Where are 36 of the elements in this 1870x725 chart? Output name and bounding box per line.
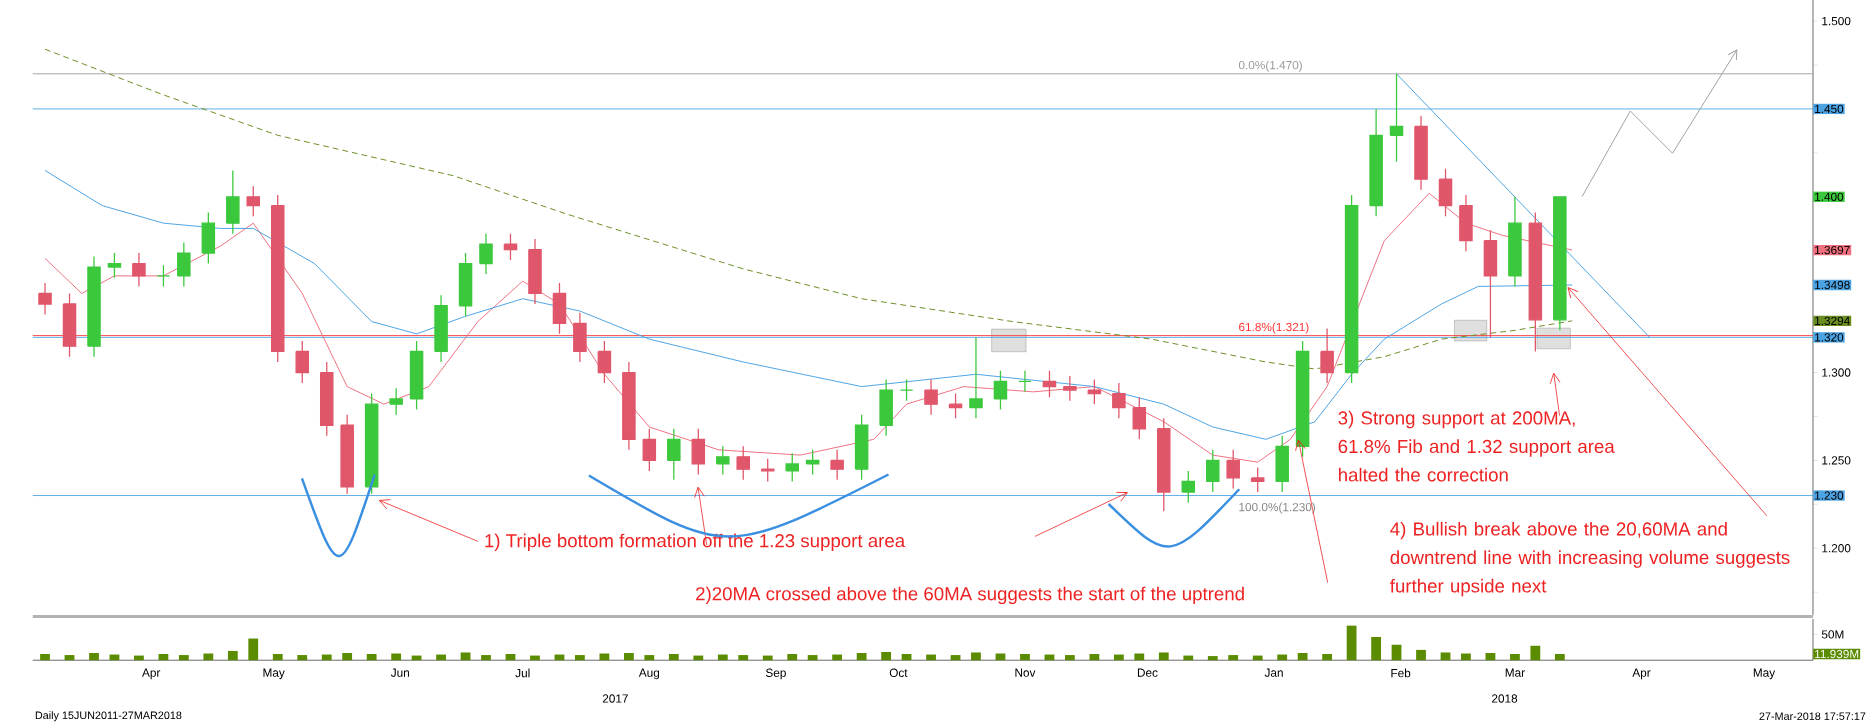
- x-tick-label: Apr: [142, 668, 161, 680]
- text: 2017: [602, 694, 628, 703]
- x-tick-label: Jun: [390, 668, 409, 677]
- ref-line-label: 1.320: [1815, 333, 1844, 342]
- annotation: 61.8%(1.321): [1239, 322, 1309, 334]
- y-tick-label: 1.250: [1822, 456, 1851, 465]
- x-tick-label: Aug: [638, 668, 660, 680]
- text: 1.3294: [1815, 316, 1850, 325]
- text: 11.939M: [1815, 649, 1859, 659]
- text: 1.3498: [1815, 280, 1850, 290]
- x-tick-label: Sep: [765, 668, 786, 680]
- x-tick-label: Nov: [1015, 668, 1036, 677]
- y-tick-label: 1.200: [1822, 544, 1851, 553]
- annotation: 4) Bullish break above the 20,60MA and downtrend line with increasing volume suggests further upside next: [1390, 521, 1790, 597]
- x-tick-label: Oct: [889, 668, 908, 677]
- x-tick-label: Apr: [1632, 668, 1651, 680]
- annotation: 3) Strong support at 200MA, 61.8% Fib and 1.32 support area halted the correction: [1338, 410, 1615, 482]
- x-tick-label: Dec: [1137, 668, 1158, 677]
- y-tick-label: 50M: [1821, 630, 1844, 639]
- annotation: 0.0%(1.470): [1238, 60, 1302, 72]
- text: 27-Mar-2018 17:57:17: [1759, 712, 1866, 721]
- ref-line-label: 1.450: [1815, 104, 1844, 114]
- x-tick-label: Jan: [1264, 668, 1283, 677]
- y-tick-label: 1.300: [1822, 368, 1851, 377]
- x-tick-label: Mar: [1505, 668, 1525, 677]
- text: 1.3697: [1815, 245, 1850, 255]
- ref-line-label: 1.230: [1815, 491, 1844, 500]
- text: 2018: [1492, 694, 1518, 703]
- x-tick-label: May: [263, 668, 285, 680]
- x-tick-label: Feb: [1391, 668, 1411, 678]
- x-tick-label: May: [1753, 668, 1776, 680]
- x-tick-label: Jul: [515, 668, 530, 678]
- annotation: 2)20MA crossed above the 60MA suggests the start of the uptrend: [696, 586, 1244, 605]
- text: 1.400: [1815, 192, 1844, 201]
- text: Daily 15JUN2011-27MAR2018: [35, 711, 182, 722]
- y-tick-label: 1.500: [1822, 16, 1851, 26]
